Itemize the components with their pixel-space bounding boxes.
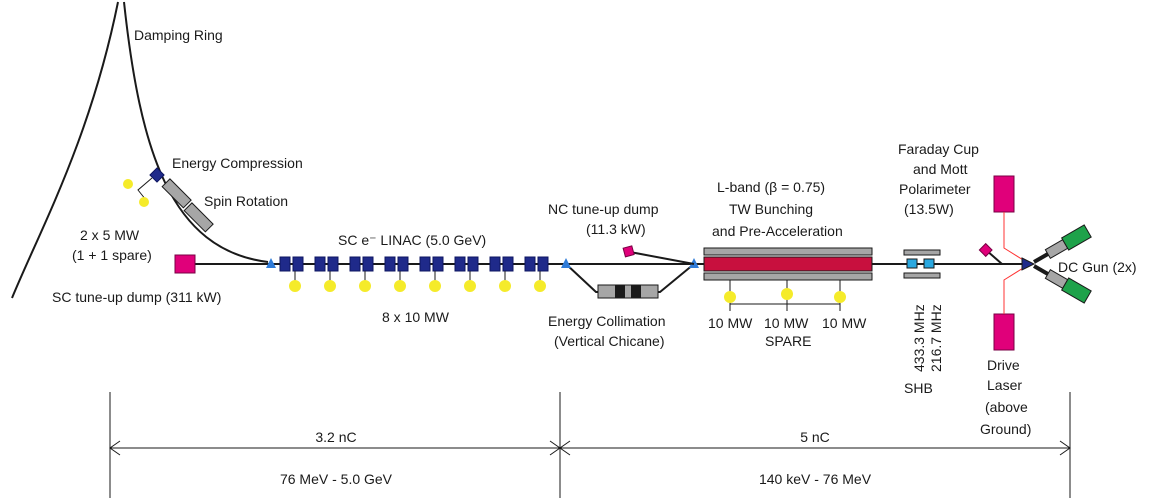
- lband-rf3-label: 10 MW: [822, 315, 867, 331]
- marker-sc-exit: [561, 258, 571, 268]
- shb-freq-216: 216.7 MHz: [928, 304, 944, 372]
- left-energy-label: 76 MeV - 5.0 GeV: [280, 471, 393, 487]
- polarimeter-label: Polarimeter: [899, 181, 971, 197]
- drive-laser-top: [993, 175, 1015, 213]
- dc-gun-lower: [1033, 264, 1092, 304]
- dc-gun-upper: [1033, 224, 1092, 264]
- rf-2x5-label: 2 x 5 MW: [80, 227, 140, 243]
- rf-8x10-label: 8 x 10 MW: [382, 309, 450, 325]
- energy-collimation-chicane: [597, 284, 659, 299]
- energy-collimation-label: Energy Collimation: [548, 313, 666, 329]
- laser-beam-path: [1003, 212, 1029, 314]
- vertical-chicane-label: (Vertical Chicane): [554, 333, 665, 349]
- faraday-label: Faraday Cup: [898, 141, 979, 157]
- sc-linac-label: SC e⁻ LINAC (5.0 GeV): [338, 232, 486, 248]
- right-charge-label: 5 nC: [800, 429, 830, 445]
- nc-tuneup-dump-label: NC tune-up dump: [548, 201, 659, 217]
- damping-ring-arc-outer: [11, 1, 119, 299]
- nc-tuneup-dump-power: (11.3 kW): [586, 221, 646, 237]
- shb-freq-433: 433.3 MHz: [911, 304, 927, 372]
- rf-2x5-spare-label: (1 + 1 spare): [72, 247, 152, 263]
- lband-rf2-label: 10 MW: [764, 315, 809, 331]
- lband-structure: [703, 247, 873, 281]
- lband-label: L-band (β = 0.75): [717, 179, 825, 195]
- right-energy-label: 140 keV - 76 MeV: [759, 471, 872, 487]
- spin-rotation-solenoids: [161, 178, 214, 233]
- lband-tw-bunching: TW Bunching: [729, 201, 813, 217]
- drive-laser-label-4: Ground): [980, 421, 1031, 437]
- lband-spare-label: SPARE: [765, 333, 811, 349]
- sub-harmonic-buncher: [903, 249, 941, 279]
- drive-laser-bottom: [993, 313, 1015, 351]
- lband-rf1-label: 10 MW: [708, 315, 753, 331]
- drive-laser-label-1: Drive: [987, 357, 1020, 373]
- shb-label: SHB: [904, 380, 933, 396]
- energy-compression-label: Energy Compression: [172, 155, 303, 171]
- nc-tuneup-dump: [622, 245, 635, 258]
- nc-dump-line: [629, 251, 695, 265]
- drive-laser-label-2: Laser: [987, 377, 1022, 393]
- mott-label: and Mott: [913, 161, 968, 177]
- klystron-2x5-a: [123, 179, 133, 189]
- marker-sc-entrance: [266, 258, 276, 268]
- left-charge-label: 3.2 nC: [315, 429, 356, 445]
- polarimeter-power: (13.5W): [904, 201, 954, 217]
- spin-rotation-label: Spin Rotation: [204, 193, 288, 209]
- sc-linac-klystrons: [289, 271, 546, 292]
- energy-compression-cavity: [149, 167, 165, 183]
- sc-linac-cryomodules: [279, 256, 549, 272]
- dimension-lines: [109, 392, 1071, 498]
- lband-preaccel: and Pre-Acceleration: [712, 223, 843, 239]
- dc-gun-label: DC Gun (2x): [1058, 259, 1137, 275]
- sc-tuneup-dump: [174, 254, 196, 274]
- drive-laser-label-3: (above: [985, 399, 1028, 415]
- rf-2x5-feed: [137, 177, 153, 201]
- damping-ring-label: Damping Ring: [134, 27, 223, 43]
- klystron-2x5-b: [139, 197, 149, 207]
- sc-tuneup-dump-label: SC tune-up dump (311 kW): [52, 289, 221, 305]
- faraday-cup: [978, 242, 993, 258]
- gun-merger: [1021, 257, 1036, 271]
- lband-klystrons: [724, 280, 846, 311]
